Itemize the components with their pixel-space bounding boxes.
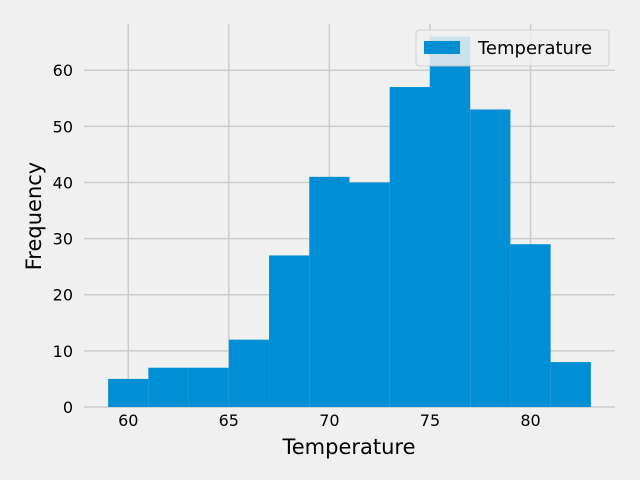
y-tick-label: 60 — [53, 61, 73, 80]
y-tick-label: 30 — [53, 230, 73, 249]
y-axis-label: Frequency — [22, 162, 46, 271]
legend-swatch — [424, 41, 460, 54]
histogram-bar — [188, 367, 229, 407]
x-axis-label: Temperature — [281, 435, 415, 459]
histogram-bar — [108, 378, 149, 407]
histogram-bar — [148, 367, 189, 407]
y-tick-label: 10 — [53, 342, 73, 361]
y-tick-label: 50 — [53, 117, 73, 136]
histogram-bar — [389, 87, 430, 408]
x-tick-label: 65 — [219, 411, 239, 430]
histogram-bar — [269, 255, 310, 407]
legend-frame — [415, 29, 610, 67]
y-tick-label: 40 — [53, 173, 73, 192]
tick-labels: 60 65 70 75 80 0 10 20 30 40 50 60 — [53, 61, 541, 430]
legend-entry-temperature: Temperature — [477, 38, 592, 59]
y-tick-label: 20 — [53, 286, 73, 305]
histogram-bar — [429, 36, 471, 408]
histogram-bar — [349, 182, 390, 407]
histogram-bar — [228, 339, 270, 407]
histogram-bar — [510, 244, 551, 407]
x-tick-label: 60 — [118, 411, 138, 430]
y-tick-label: 0 — [63, 398, 73, 417]
histogram-bar — [309, 176, 350, 407]
histogram-bar — [550, 362, 591, 407]
histogram-bar — [470, 109, 511, 407]
x-tick-label: 70 — [319, 411, 339, 430]
legend: Temperature — [415, 29, 610, 67]
histogram-bars — [108, 36, 591, 408]
x-tick-label: 75 — [420, 411, 440, 430]
x-tick-label: 80 — [520, 411, 540, 430]
